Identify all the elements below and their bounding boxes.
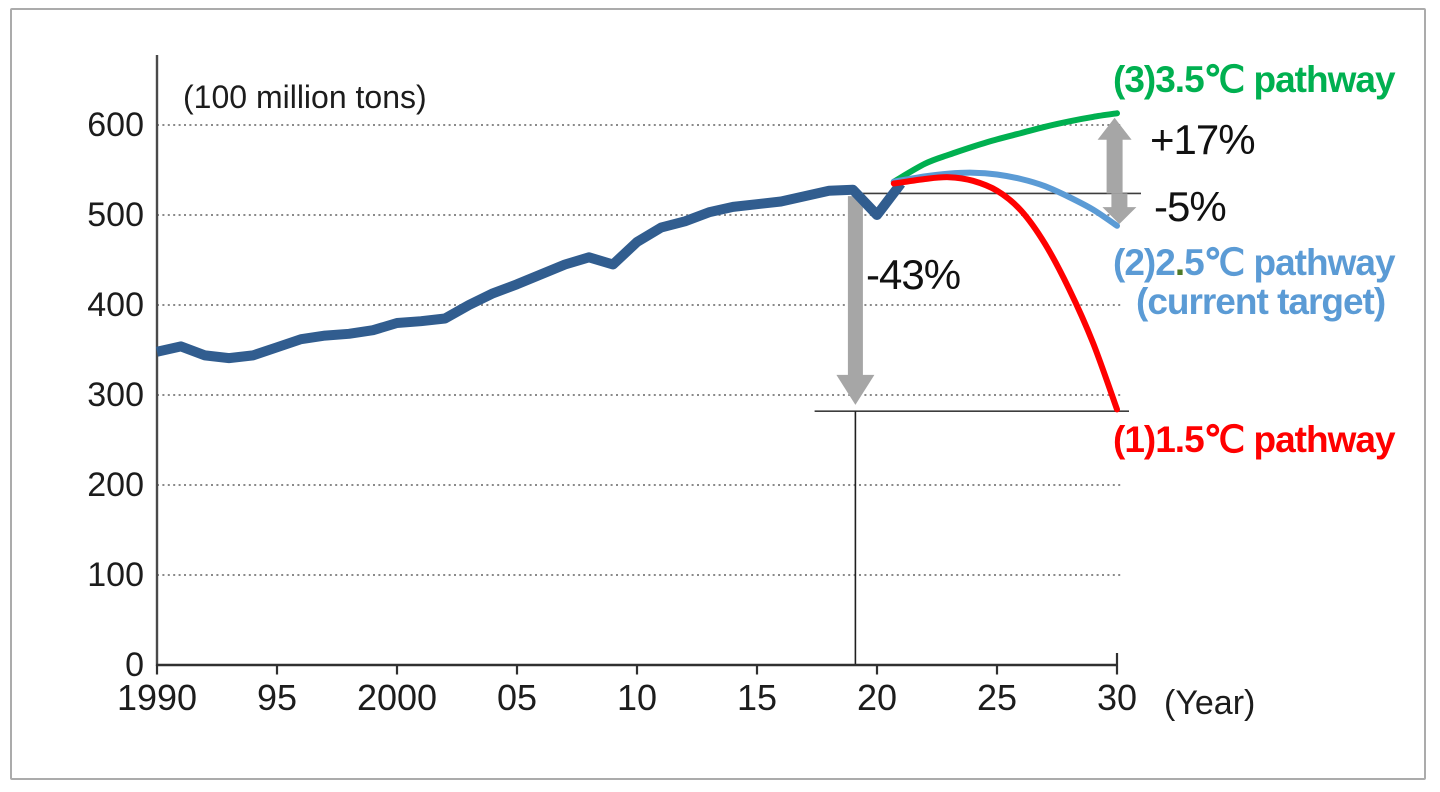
x-tick-label-10: 10 <box>617 677 657 718</box>
x-tick-label-2000: 2000 <box>357 677 437 718</box>
y-tick-label-300: 300 <box>87 376 144 414</box>
chart-frame <box>10 8 1426 780</box>
series-pathway-3-5c <box>890 110 1120 185</box>
minus-43-arrow <box>836 196 875 405</box>
x-tick-label-20: 20 <box>857 677 897 718</box>
minus-5-arrow <box>1102 193 1137 224</box>
series-pathway-1-5c <box>890 174 1120 413</box>
y-tick-label-600: 600 <box>87 106 144 144</box>
x-tick-label-30: 30 <box>1097 677 1137 718</box>
x-tick-label-15: 15 <box>737 677 777 718</box>
x-tick-label-25: 25 <box>977 677 1017 718</box>
y-tick-label-0: 0 <box>125 646 144 684</box>
x-tick-label-95: 95 <box>257 677 297 718</box>
y-tick-label-500: 500 <box>87 196 144 234</box>
y-tick-label-100: 100 <box>87 556 144 594</box>
x-tick-label-05: 05 <box>497 677 537 718</box>
x-tick-label-1990: 1990 <box>117 677 197 718</box>
plus-17-arrow <box>1097 117 1132 194</box>
series-historical-emissions <box>155 180 905 364</box>
y-tick-label-200: 200 <box>87 466 144 504</box>
y-tick-label-400: 400 <box>87 286 144 324</box>
